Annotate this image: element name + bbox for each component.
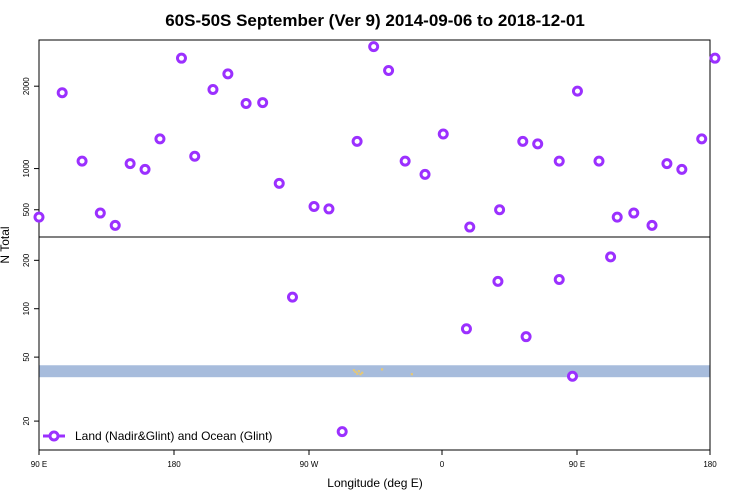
data-point	[383, 65, 395, 77]
land-mark	[410, 373, 413, 376]
y-tick-label: 20	[22, 416, 31, 425]
land-mark	[352, 369, 355, 372]
y-tick-label: 1000	[22, 159, 31, 177]
data-point	[492, 275, 504, 287]
land-mark	[357, 369, 360, 373]
x-tick-label: 90 W	[300, 460, 319, 469]
y-tick-label: 100	[22, 301, 31, 315]
data-point	[351, 135, 363, 147]
x-tick-label: 0	[440, 460, 445, 469]
data-point	[273, 177, 285, 189]
data-point	[464, 221, 476, 233]
data-point	[286, 291, 298, 303]
data-point	[571, 85, 583, 97]
data-point	[308, 200, 320, 212]
data-point	[517, 135, 529, 147]
data-point	[207, 83, 219, 95]
legend-label: Land (Nadir&Glint) and Ocean (Glint)	[75, 429, 272, 443]
data-point	[76, 155, 88, 167]
data-point	[605, 251, 617, 263]
data-point	[56, 87, 68, 99]
y-tick-label: 2000	[22, 77, 31, 95]
y-tick-label: 500	[22, 203, 31, 217]
data-point	[553, 155, 565, 167]
data-point	[124, 158, 136, 170]
data-point	[240, 97, 252, 109]
legend-marker	[48, 430, 60, 442]
data-point	[139, 163, 151, 175]
data-point	[593, 155, 605, 167]
data-point	[661, 158, 673, 170]
x-tick-label: 180	[703, 460, 717, 469]
data-point	[154, 133, 166, 145]
y-tick-label: 50	[22, 352, 31, 361]
y-axis-label: N Total	[0, 226, 12, 263]
data-point	[323, 203, 335, 215]
plot-area: 90 E 180 90 W 0 90 E 180 500 1000 2000 20 50 100 200…	[22, 39, 721, 469]
data-point	[368, 41, 380, 53]
data-point	[94, 207, 106, 219]
land-mark	[380, 368, 384, 371]
data-point	[553, 273, 565, 285]
data-point	[437, 128, 449, 140]
y-tick-label: 200	[22, 253, 31, 267]
data-point	[696, 133, 708, 145]
data-point	[494, 204, 506, 216]
chart-title: 60S-50S September (Ver 9) 2014-09-06 to …	[165, 11, 585, 30]
land-mark	[354, 370, 357, 374]
data-point	[709, 52, 721, 64]
data-point	[257, 97, 269, 109]
data-point	[222, 68, 234, 80]
shaded-band	[39, 365, 710, 378]
data-point	[336, 426, 348, 438]
data-point	[33, 211, 45, 223]
data-point	[646, 219, 658, 231]
land-mark	[356, 372, 359, 375]
data-point	[189, 150, 201, 162]
data-point	[109, 219, 121, 231]
data-point	[175, 52, 187, 64]
data-point	[419, 168, 431, 180]
data-point	[566, 370, 578, 382]
x-tick-label: 90 E	[31, 460, 47, 469]
data-point	[676, 163, 688, 175]
x-tick-label: 90 E	[569, 460, 585, 469]
x-tick-label: 180	[167, 460, 181, 469]
land-mark	[359, 373, 362, 376]
land-mark	[361, 371, 364, 374]
x-axis-label: Longitude (deg E)	[327, 476, 422, 490]
data-point	[628, 207, 640, 219]
plot-frame	[38, 39, 711, 451]
data-point	[611, 211, 623, 223]
data-point	[520, 331, 532, 343]
data-point	[532, 138, 544, 150]
data-point	[460, 323, 472, 335]
data-point	[399, 155, 411, 167]
